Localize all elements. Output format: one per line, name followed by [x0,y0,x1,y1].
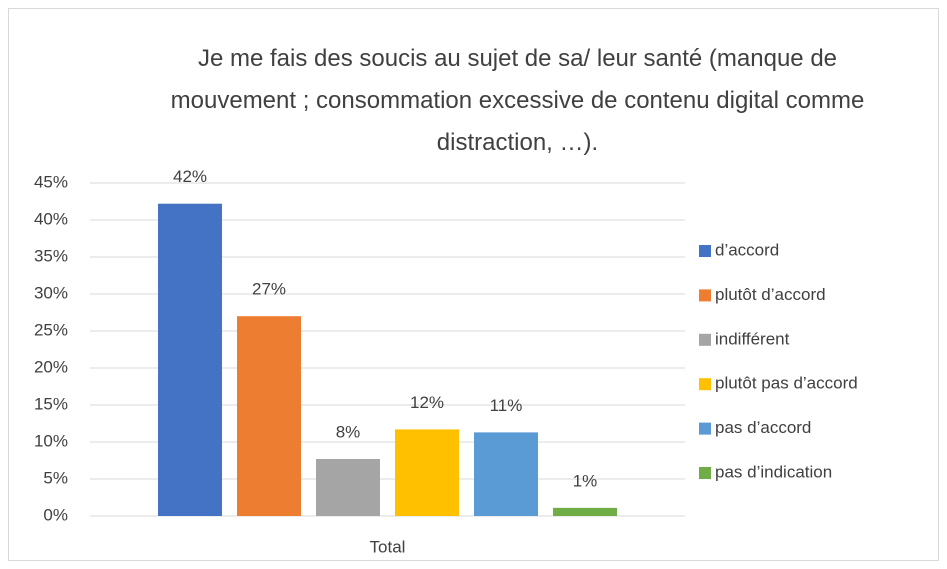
bar [553,507,617,516]
legend-swatch [699,378,711,391]
bar [474,432,538,516]
legend-label: plutôt d’accord [715,285,826,304]
bar [395,429,459,516]
x-tick-label: Total [370,537,406,556]
y-tick-label: 40% [34,209,68,228]
data-label: 1% [573,471,598,490]
bar [316,459,380,516]
y-tick-label: 5% [43,468,68,487]
data-label: 27% [252,280,286,299]
y-tick-label: 10% [34,431,68,450]
y-tick-label: 15% [34,394,68,413]
y-tick-label: 35% [34,246,68,265]
y-tick-label: 20% [34,357,68,376]
data-label: 42% [173,167,207,186]
legend-swatch [699,289,711,302]
legend-label: pas d’indication [715,462,832,481]
bar [237,316,301,516]
legend-swatch [699,333,711,346]
bar [158,203,222,516]
legend-swatch [699,422,711,435]
chart-border [8,8,939,561]
legend-swatch [699,467,711,479]
data-label: 8% [336,423,361,442]
legend-swatch [699,245,711,257]
y-tick-label: 45% [34,172,68,191]
y-tick-label: 30% [34,283,68,302]
legend-label: indifférent [715,329,790,348]
legend-label: pas d’accord [715,418,811,437]
data-label: 11% [490,396,523,415]
chart-title: Je me fais des soucis au sujet de sa/ le… [170,45,865,156]
data-label: 12% [410,393,444,412]
legend-label: d’accord [715,240,779,259]
legend-label: plutôt pas d’accord [715,374,858,393]
y-tick-label: 25% [34,320,68,339]
y-tick-label: 0% [43,505,68,524]
